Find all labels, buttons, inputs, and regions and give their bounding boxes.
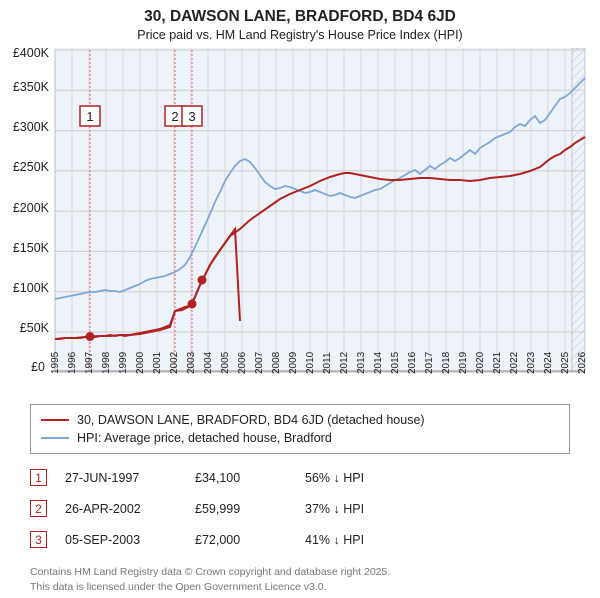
event-price-3: £72,000 — [195, 533, 305, 547]
legend-swatch-property — [41, 419, 69, 421]
event-price-1: £34,100 — [195, 471, 305, 485]
event-diff-2: 37% ↓ HPI — [305, 502, 364, 516]
chart-legend: 30, DAWSON LANE, BRADFORD, BD4 6JD (deta… — [30, 404, 570, 454]
event-diff-3: 41% ↓ HPI — [305, 533, 364, 547]
event-row-2: 2 26-APR-2002 £59,999 37% ↓ HPI — [30, 493, 570, 524]
event-date-3: 05-SEP-2003 — [65, 533, 195, 547]
event-row-1: 1 27-JUN-1997 £34,100 56% ↓ HPI — [30, 462, 570, 493]
event-row-3: 3 05-SEP-2003 £72,000 41% ↓ HPI — [30, 524, 570, 555]
x-axis-labels: 1995 1996 1997 1998 1999 2000 2001 2002 … — [50, 372, 585, 400]
event-diff-1: 56% ↓ HPI — [305, 471, 364, 485]
event-marker-2: 2 — [30, 500, 47, 517]
chart-title: 30, DAWSON LANE, BRADFORD, BD4 6JD — [0, 8, 600, 26]
event-date-2: 26-APR-2002 — [65, 502, 195, 516]
event-marker-3: 3 — [30, 531, 47, 548]
event-date-1: 27-JUN-1997 — [65, 471, 195, 485]
page-root: 30, DAWSON LANE, BRADFORD, BD4 6JD Price… — [0, 8, 600, 598]
event-marker-1: 1 — [30, 469, 47, 486]
legend-row-hpi: HPI: Average price, detached house, Brad… — [41, 429, 559, 447]
legend-label-property: 30, DAWSON LANE, BRADFORD, BD4 6JD (deta… — [77, 413, 425, 427]
events-table: 1 27-JUN-1997 £34,100 56% ↓ HPI 2 26-APR… — [30, 462, 570, 555]
legend-label-hpi: HPI: Average price, detached house, Brad… — [77, 431, 332, 445]
legend-row-property: 30, DAWSON LANE, BRADFORD, BD4 6JD (deta… — [41, 411, 559, 429]
event-price-2: £59,999 — [195, 502, 305, 516]
legend-swatch-hpi — [41, 437, 69, 439]
chart-plot-area: 1 2 3 £400K £350K £300K £250K £200K £150… — [0, 48, 600, 398]
chart-subtitle: Price paid vs. HM Land Registry's House … — [0, 28, 600, 42]
